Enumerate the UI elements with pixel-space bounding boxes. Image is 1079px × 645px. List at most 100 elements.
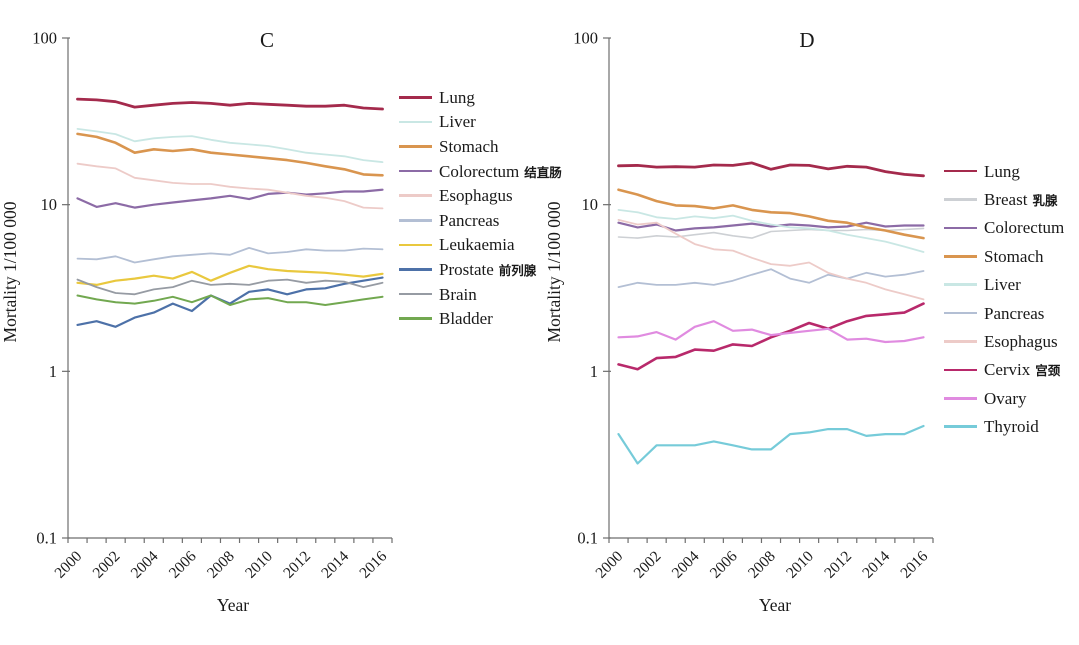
x-tick-label: 2016 [356, 548, 390, 582]
series-line-colorectum [617, 221, 925, 232]
axes [62, 37, 393, 543]
legend-swatch-colorectum [399, 169, 432, 173]
series-line-colorectum [76, 188, 384, 209]
legend-item-esophagus: Esophagus [399, 183, 562, 208]
x-tick-label: 2006 [166, 548, 200, 582]
series-line-stomach [617, 188, 925, 240]
legend-item-leukaemia: Leukaemia [399, 233, 562, 258]
legend-item-stomach: Stomach [399, 134, 562, 159]
legend-label: Esophagus [439, 186, 513, 206]
legend-item-liver: Liver [944, 271, 1064, 299]
legend-item-breast: Breast 乳腺 [944, 185, 1064, 213]
legend-label: Colorectum [439, 161, 520, 181]
legend-item-ovary: Ovary [944, 384, 1064, 412]
legend-item-pancreas: Pancreas [944, 299, 1064, 327]
legend-label: Leukaemia [439, 235, 515, 255]
legend-swatch-brain [399, 292, 432, 296]
legend-item-brain: Brain [399, 282, 562, 307]
series-line-cervix [617, 302, 925, 371]
y-tick-label: 1 [49, 362, 57, 381]
legend-label: Liver [984, 275, 1021, 295]
series-line-leukaemia [76, 264, 384, 286]
series-line-pancreas [76, 246, 384, 264]
x-tick-label: 2004 [669, 548, 703, 582]
legend-swatch-bladder [399, 317, 432, 320]
series-line-brain [76, 278, 384, 296]
legend-swatch-stomach [944, 255, 977, 258]
legend-item-prostate: Prostate 前列腺 [399, 257, 562, 282]
x-tick-label: 2014 [318, 548, 352, 582]
legend-label: Stomach [439, 136, 499, 156]
legend-label: Liver [439, 112, 476, 132]
legend-item-thyroid: Thyroid [944, 413, 1064, 441]
legend-swatch-esophagus [944, 340, 977, 343]
legend-item-colorectum: Colorectum [944, 214, 1064, 242]
series-line-stomach [76, 132, 384, 177]
legend-item-esophagus: Esophagus [944, 327, 1064, 355]
x-tick-label: 2012 [821, 548, 855, 582]
legend-swatch-thyroid [944, 425, 977, 428]
y-tick-label: 10 [41, 195, 58, 214]
x-tick-label: 2008 [204, 548, 238, 582]
legend-item-bladder: Bladder [399, 306, 562, 331]
legend-label: Prostate [439, 259, 494, 279]
series-line-thyroid [617, 424, 925, 465]
legend-label-cn: 结直肠 [524, 164, 562, 180]
x-axis-title: Year [759, 595, 791, 615]
chart-title: C [260, 28, 274, 52]
x-tick-label: 2000 [51, 548, 85, 582]
x-tick-label: 2004 [128, 548, 162, 582]
x-tick-label: 2010 [783, 548, 817, 582]
series-line-esophagus [76, 162, 384, 210]
legend-label: Ovary [984, 388, 1027, 408]
legend-label: Thyroid [984, 417, 1039, 437]
legend-label: Stomach [984, 246, 1044, 266]
x-tick-label: 2002 [631, 548, 665, 582]
series-line-prostate [76, 276, 384, 328]
legend-swatch-esophagus [399, 194, 432, 197]
legend-label: Esophagus [984, 332, 1058, 352]
y-axis-title: Mortality 1/100 000 [0, 201, 20, 342]
x-tick-label: 2010 [242, 548, 276, 582]
legend-chart-d: Lung Breast 乳腺 Colorectum Stomach Liver Pancre… [944, 157, 1064, 441]
legend-label: Bladder [439, 309, 493, 329]
series-line-liver [617, 208, 925, 253]
y-tick-label: 10 [582, 195, 599, 214]
axes [603, 37, 934, 543]
series-line-ovary [617, 320, 925, 344]
y-tick-label: 1 [590, 362, 598, 381]
legend-item-colorectum: Colorectum 结直肠 [399, 159, 562, 184]
legend-swatch-pancreas [944, 311, 977, 315]
y-axis-title: Mortality 1/100 000 [544, 201, 564, 342]
legend-item-cervix: Cervix 宫颈 [944, 356, 1064, 384]
x-tick-label: 2000 [592, 548, 626, 582]
x-tick-label: 2008 [745, 548, 779, 582]
legend-swatch-leukaemia [399, 243, 432, 247]
legend-swatch-lung [399, 96, 432, 99]
legend-label-cn: 乳腺 [1032, 193, 1058, 209]
series-line-esophagus [617, 218, 925, 301]
x-axis-title: Year [217, 595, 249, 615]
legend-item-liver: Liver [399, 110, 562, 135]
x-tick-label: 2006 [707, 548, 741, 582]
x-tick-label: 2014 [859, 548, 893, 582]
legend-swatch-breast [944, 198, 977, 201]
legend-swatch-ovary [944, 397, 977, 400]
legend-label: Brain [439, 284, 477, 304]
legend-item-lung: Lung [944, 157, 1064, 185]
legend-swatch-stomach [399, 145, 432, 148]
legend-label: Lung [984, 161, 1020, 181]
legend-label-cn: 宫颈 [1035, 363, 1061, 379]
series-line-pancreas [617, 268, 925, 289]
legend-chart-c: Lung Liver Stomach Colorectum 结直肠 Esophagus Pa… [399, 85, 562, 331]
legend-item-lung: Lung [399, 85, 562, 110]
legend-label: Cervix [984, 360, 1031, 380]
legend-label: Lung [439, 87, 475, 107]
x-tick-label: 2012 [280, 548, 314, 582]
legend-item-stomach: Stomach [944, 242, 1064, 270]
legend-label-cn: 前列腺 [498, 262, 537, 278]
legend-swatch-liver [944, 283, 977, 287]
